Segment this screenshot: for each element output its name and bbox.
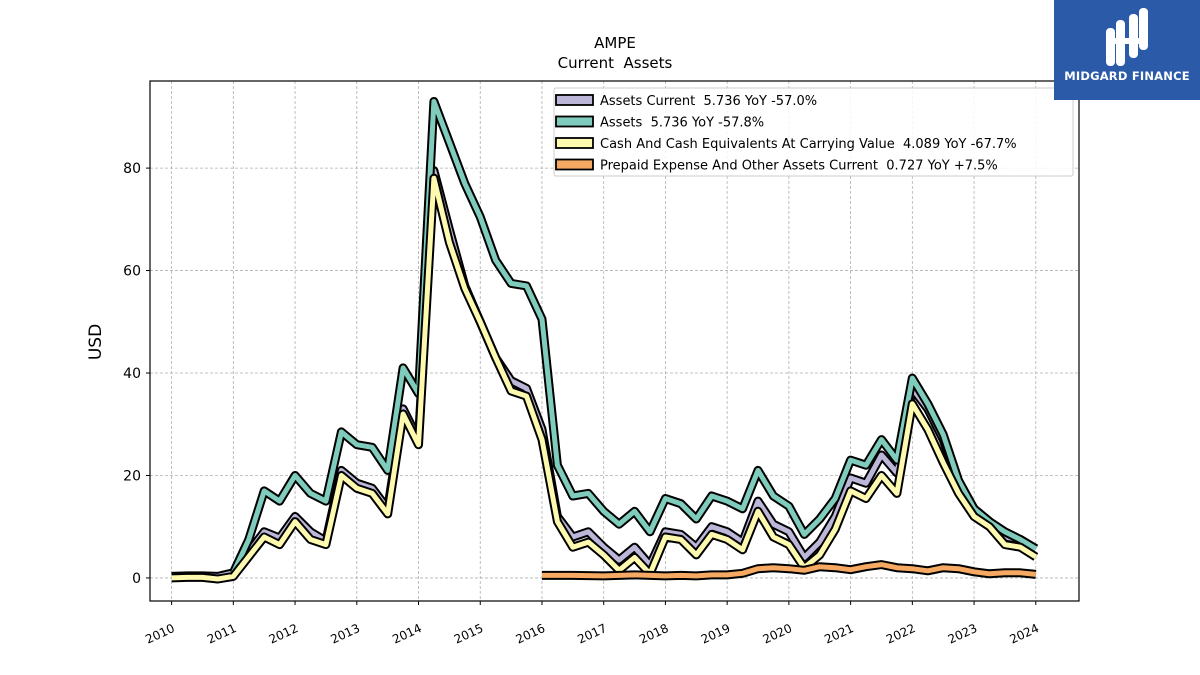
chart-title: AMPE: [594, 34, 636, 52]
x-tick-label: 2016: [514, 621, 548, 647]
series-line-3: [171, 175, 1038, 582]
x-tick-label: 2023: [946, 621, 980, 647]
chart-subtitle: Current Assets: [558, 54, 673, 72]
x-tick-label: 2021: [822, 621, 856, 647]
x-tick-label: 2015: [452, 621, 486, 647]
series-line-4: [542, 562, 1037, 579]
legend-label: Cash And Cash Equivalents At Carrying Va…: [600, 137, 1017, 152]
x-tick-label: 2017: [575, 621, 609, 647]
legend-box: [553, 87, 1074, 177]
plot-frame: [149, 80, 1080, 602]
brand-logo: MIDGARD FINANCE: [1054, 0, 1200, 100]
x-tick-label: 2022: [884, 621, 918, 647]
x-tick-label: 2010: [143, 621, 177, 647]
y-tick-label: 80: [123, 161, 141, 177]
x-tick-label: 2014: [390, 621, 424, 647]
y-tick-label: 60: [123, 264, 141, 280]
legend-label: Prepaid Expense And Other Assets Current…: [600, 159, 998, 174]
brand-mark-icon: [1106, 8, 1148, 66]
legend-label: Assets Current 5.736 YoY -57.0%: [600, 94, 817, 109]
legend-swatch: [555, 94, 594, 106]
legend-label: Assets 5.736 YoY -57.8%: [600, 116, 764, 131]
y-tick-label: 40: [123, 366, 141, 382]
x-tick-label: 2011: [205, 621, 239, 647]
legend-swatch: [555, 158, 594, 171]
y-tick-label: 20: [123, 468, 141, 484]
y-axis-label: USD: [86, 324, 106, 360]
y-tick-label: 0: [132, 571, 141, 587]
x-tick-label: 2019: [699, 621, 733, 647]
legend-swatch: [555, 115, 594, 128]
x-tick-label: 2018: [637, 621, 671, 647]
brand-name: MIDGARD FINANCE: [1064, 69, 1190, 83]
x-tick-label: 2020: [761, 621, 795, 647]
x-tick-label: 2012: [267, 621, 301, 647]
legend-swatch: [555, 137, 594, 149]
x-tick-label: 2024: [1007, 621, 1041, 647]
series-line-2: [231, 99, 1038, 574]
x-tick-label: 2013: [328, 621, 362, 647]
